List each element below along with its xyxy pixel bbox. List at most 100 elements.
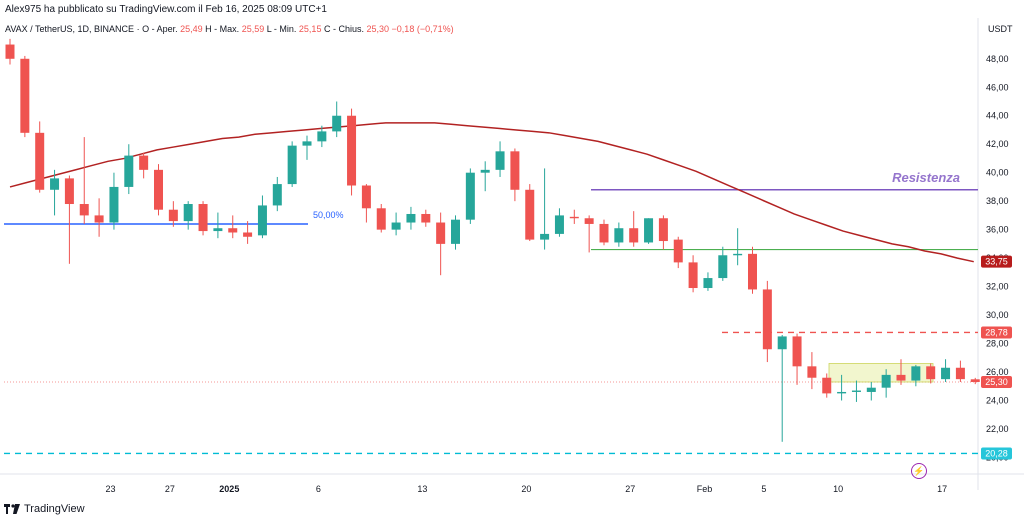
published-info: Alex975 ha pubblicato su TradingView.com…	[5, 4, 327, 15]
candle-body	[198, 204, 208, 232]
x-tick-label: 13	[417, 484, 427, 494]
moving-average-line	[9, 122, 974, 263]
candle-body	[50, 178, 60, 190]
price-tag	[981, 375, 1012, 388]
low-value: 25,15	[298, 24, 322, 34]
price-tag	[981, 447, 1012, 460]
candle-body	[35, 132, 45, 190]
candle-body	[703, 278, 713, 289]
candle-body	[183, 204, 193, 222]
candle-body	[807, 366, 817, 378]
x-tick-label: Feb	[697, 484, 713, 494]
open-label: O - Aper.	[142, 24, 178, 34]
y-tick-label: 28,00	[986, 339, 1009, 349]
x-tick-label: 23	[106, 484, 116, 494]
x-tick-label: 27	[165, 484, 175, 494]
symbol-title[interactable]: AVAX / TetherUS, 1D, BINANCE	[5, 24, 135, 34]
candle-body	[599, 223, 609, 243]
candle-body	[154, 169, 163, 210]
candle-body	[451, 219, 460, 244]
candle-body	[5, 44, 15, 59]
candle-body	[896, 374, 906, 381]
price-tag	[981, 326, 1012, 339]
y-tick-label: 36,00	[986, 225, 1009, 235]
candle-body	[733, 253, 743, 256]
candle-body	[926, 366, 936, 380]
candle-body	[376, 208, 386, 230]
candle-body	[332, 115, 342, 132]
tradingview-icon	[4, 504, 20, 514]
y-tick-label: 30,00	[986, 310, 1009, 320]
y-tick-label: 46,00	[986, 82, 1009, 92]
candle-body	[213, 228, 223, 232]
open-value: 25,49	[180, 24, 203, 34]
x-tick-label: 2025	[219, 484, 239, 494]
candle-body	[347, 115, 357, 186]
x-tick-label: 27	[625, 484, 635, 494]
fib-level-label: 50,00%	[313, 210, 344, 220]
y-tick-label: 42,00	[986, 139, 1009, 149]
close-label: C - Chius.	[323, 24, 364, 34]
candle-body	[79, 204, 89, 216]
candle-body	[955, 367, 965, 380]
high-label: H - Max.	[205, 24, 240, 34]
y-tick-label: 26,00	[986, 367, 1009, 377]
price-tag-label: 28,78	[985, 327, 1008, 337]
candle-body	[168, 209, 178, 222]
candle-body	[673, 239, 683, 263]
candle-body	[64, 178, 74, 205]
candle-body	[20, 58, 30, 133]
candle-body	[792, 336, 802, 367]
candle-body	[822, 377, 832, 394]
price-tag-label: 33,75	[985, 257, 1008, 267]
x-tick-label: 17	[937, 484, 947, 494]
candle-body	[228, 228, 238, 233]
y-tick-label: 24,00	[986, 396, 1009, 406]
candle-body	[614, 228, 624, 243]
candle-body	[109, 186, 119, 223]
y-tick-label: 32,00	[986, 282, 1009, 292]
candle-body	[139, 155, 149, 170]
candle-body	[243, 232, 253, 237]
candle-body	[584, 218, 594, 224]
symbol-ohlc-bar: AVAX / TetherUS, 1D, BINANCE · O - Aper.…	[5, 24, 454, 34]
candle-body	[911, 366, 921, 381]
candle-body	[881, 374, 891, 388]
candle-body	[421, 213, 431, 223]
candle-body	[688, 262, 698, 289]
y-tick-label: 44,00	[986, 111, 1009, 121]
candle-body	[718, 255, 728, 279]
candle-body	[510, 151, 520, 190]
close-value: 25,30	[366, 24, 390, 34]
candle-body	[317, 131, 327, 142]
y-tick-label: 40,00	[986, 168, 1009, 178]
candle-body	[465, 172, 475, 220]
candle-body	[540, 233, 550, 240]
candle-body	[525, 189, 535, 240]
candle-body	[257, 205, 267, 236]
candle-body	[777, 336, 787, 350]
price-tag	[981, 255, 1012, 268]
price-tag-label: 25,30	[985, 377, 1008, 387]
candle-body	[554, 215, 564, 234]
y-tick-label: 22,00	[986, 424, 1009, 434]
candle-body	[361, 185, 371, 209]
x-tick-label: 20	[521, 484, 531, 494]
x-tick-label: 6	[316, 484, 321, 494]
currency-label: USDT	[988, 24, 1013, 34]
candle-body	[391, 222, 401, 230]
price-tag-label: 20,28	[985, 448, 1008, 458]
candle-body	[302, 141, 312, 146]
candle-body	[287, 145, 297, 185]
candle-body	[748, 253, 757, 290]
resistance-label: Resistenza	[892, 170, 960, 185]
candle-body	[970, 379, 980, 382]
candle-body	[406, 213, 416, 223]
flash-icon[interactable]: ⚡	[911, 463, 927, 479]
y-tick-label: 38,00	[986, 196, 1009, 206]
candle-body	[658, 218, 668, 242]
x-tick-label: 5	[761, 484, 766, 494]
candle-body	[837, 391, 847, 394]
x-tick-label: 10	[833, 484, 843, 494]
